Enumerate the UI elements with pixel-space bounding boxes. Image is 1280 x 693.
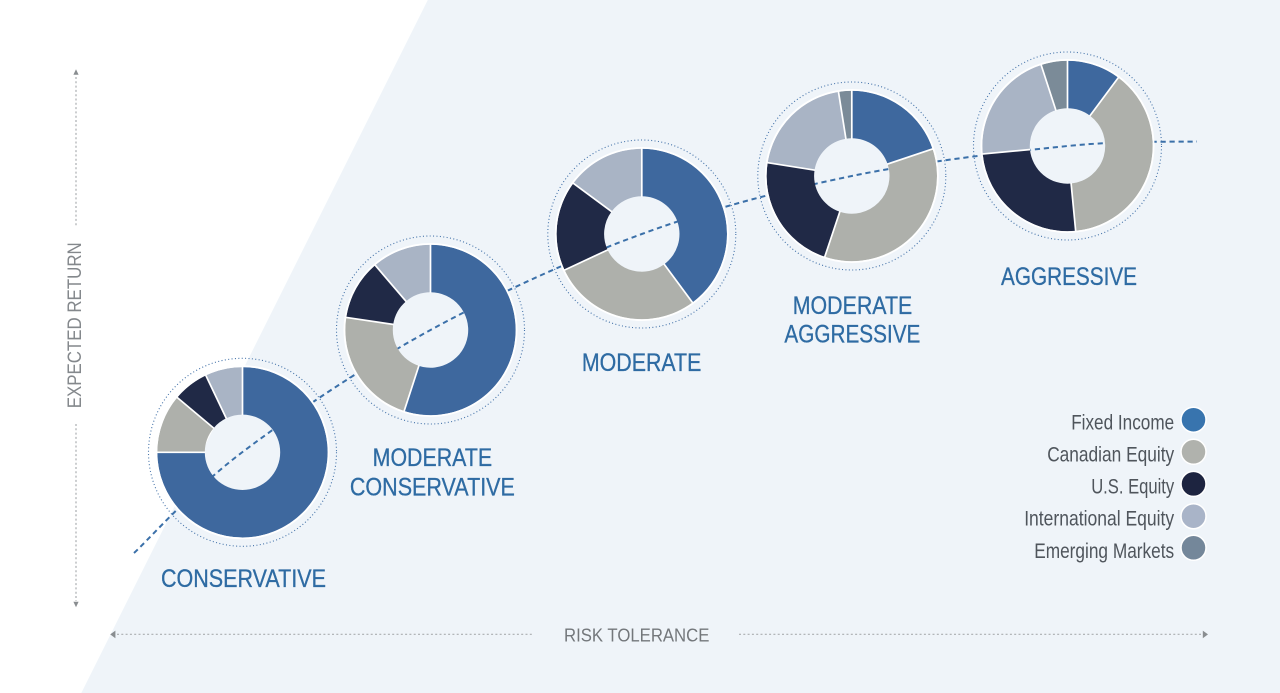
svg-text:Canadian Equity: Canadian Equity bbox=[1047, 442, 1174, 466]
svg-text:CONSERVATIVE: CONSERVATIVE bbox=[161, 565, 326, 593]
svg-text:EXPECTED RETURN: EXPECTED RETURN bbox=[65, 242, 86, 408]
svg-text:AGGRESSIVE: AGGRESSIVE bbox=[1001, 263, 1137, 291]
svg-text:RISK TOLERANCE: RISK TOLERANCE bbox=[564, 625, 709, 645]
svg-text:International Equity: International Equity bbox=[1024, 507, 1174, 531]
svg-text:U.S. Equity: U.S. Equity bbox=[1091, 475, 1174, 499]
svg-text:MODERATE: MODERATE bbox=[793, 292, 913, 320]
svg-text:MODERATE: MODERATE bbox=[582, 349, 702, 377]
svg-text:Emerging Markets: Emerging Markets bbox=[1034, 539, 1174, 563]
svg-text:MODERATE: MODERATE bbox=[373, 444, 493, 472]
svg-text:CONSERVATIVE: CONSERVATIVE bbox=[350, 474, 515, 502]
svg-text:Fixed Income: Fixed Income bbox=[1071, 410, 1174, 434]
svg-text:AGGRESSIVE: AGGRESSIVE bbox=[784, 321, 920, 349]
